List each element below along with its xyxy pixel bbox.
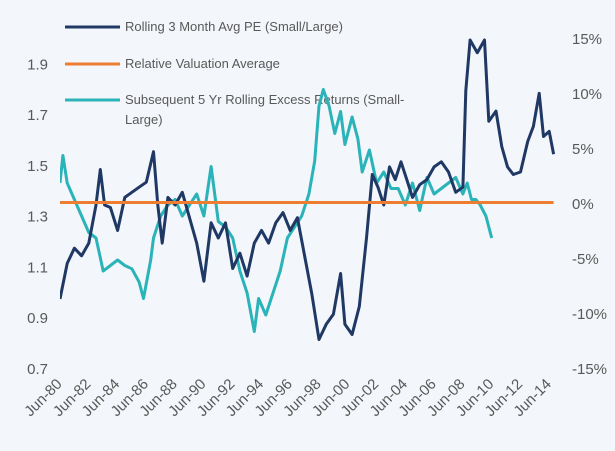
y2-tick-label: 0% — [572, 196, 594, 213]
y2-tick-label: 5% — [572, 141, 594, 158]
legend-label: Subsequent 5 Yr Rolling Excess Returns (… — [125, 92, 405, 127]
y2-tick-label: -5% — [572, 251, 599, 268]
y-tick-label: 0.7 — [27, 361, 48, 378]
y2-tick-label: 10% — [572, 86, 602, 103]
y-tick-label: 1.9 — [27, 56, 48, 73]
y-tick-label: 1.3 — [27, 209, 48, 226]
y2-tick-label: 15% — [572, 31, 602, 48]
y-tick-label: 1.5 — [27, 158, 48, 175]
lines — [60, 38, 556, 341]
legend-label: Relative Valuation Average — [125, 56, 280, 71]
series-line — [60, 88, 494, 333]
y-tick-label: 1.1 — [27, 259, 48, 276]
series-line — [60, 38, 556, 341]
y2-tick-label: -15% — [572, 361, 607, 378]
y-tick-label: 1.7 — [27, 107, 48, 124]
y2-tick-label: -10% — [572, 306, 607, 323]
legend-label: Rolling 3 Month Avg PE (Small/Large) — [125, 19, 343, 34]
y-tick-label: 0.9 — [27, 310, 48, 327]
